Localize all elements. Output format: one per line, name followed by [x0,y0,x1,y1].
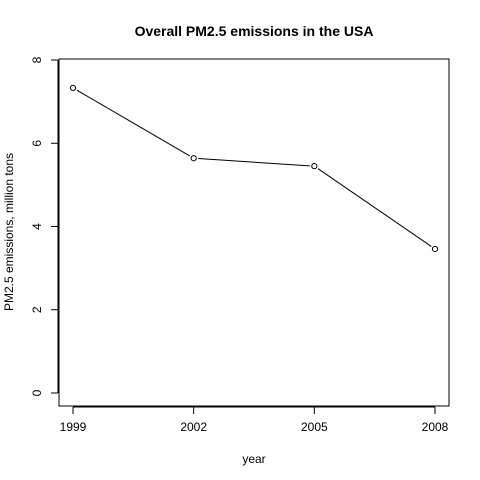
data-point [311,163,318,170]
y-tick-label: 0 [30,389,44,396]
x-axis: 1999 2002 2005 2008 [60,406,449,434]
y-tick-label: 4 [30,223,44,230]
data-point [431,245,439,253]
y-axis-title: PM2.5 emissions, million tons [2,153,16,311]
y-tick-label: 6 [30,140,44,147]
data-point [69,84,77,91]
series-line-segment [198,158,310,167]
y-tick-label: 2 [30,306,44,313]
series-line-segment [76,89,191,157]
data-point [190,155,197,162]
chart-title: Overall PM2.5 emissions in the USA [135,23,374,39]
series-group [69,84,439,253]
x-tick-label: 2008 [422,420,449,434]
x-axis-title: year [242,452,265,466]
plot-frame [58,58,450,407]
x-tick-label: 1999 [60,420,87,434]
y-axis: 0 2 4 6 8 [30,56,59,396]
series-line-segment [317,168,432,247]
y-tick-label: 8 [30,56,44,63]
x-tick-label: 2002 [180,420,207,434]
x-tick-label: 2005 [301,420,328,434]
